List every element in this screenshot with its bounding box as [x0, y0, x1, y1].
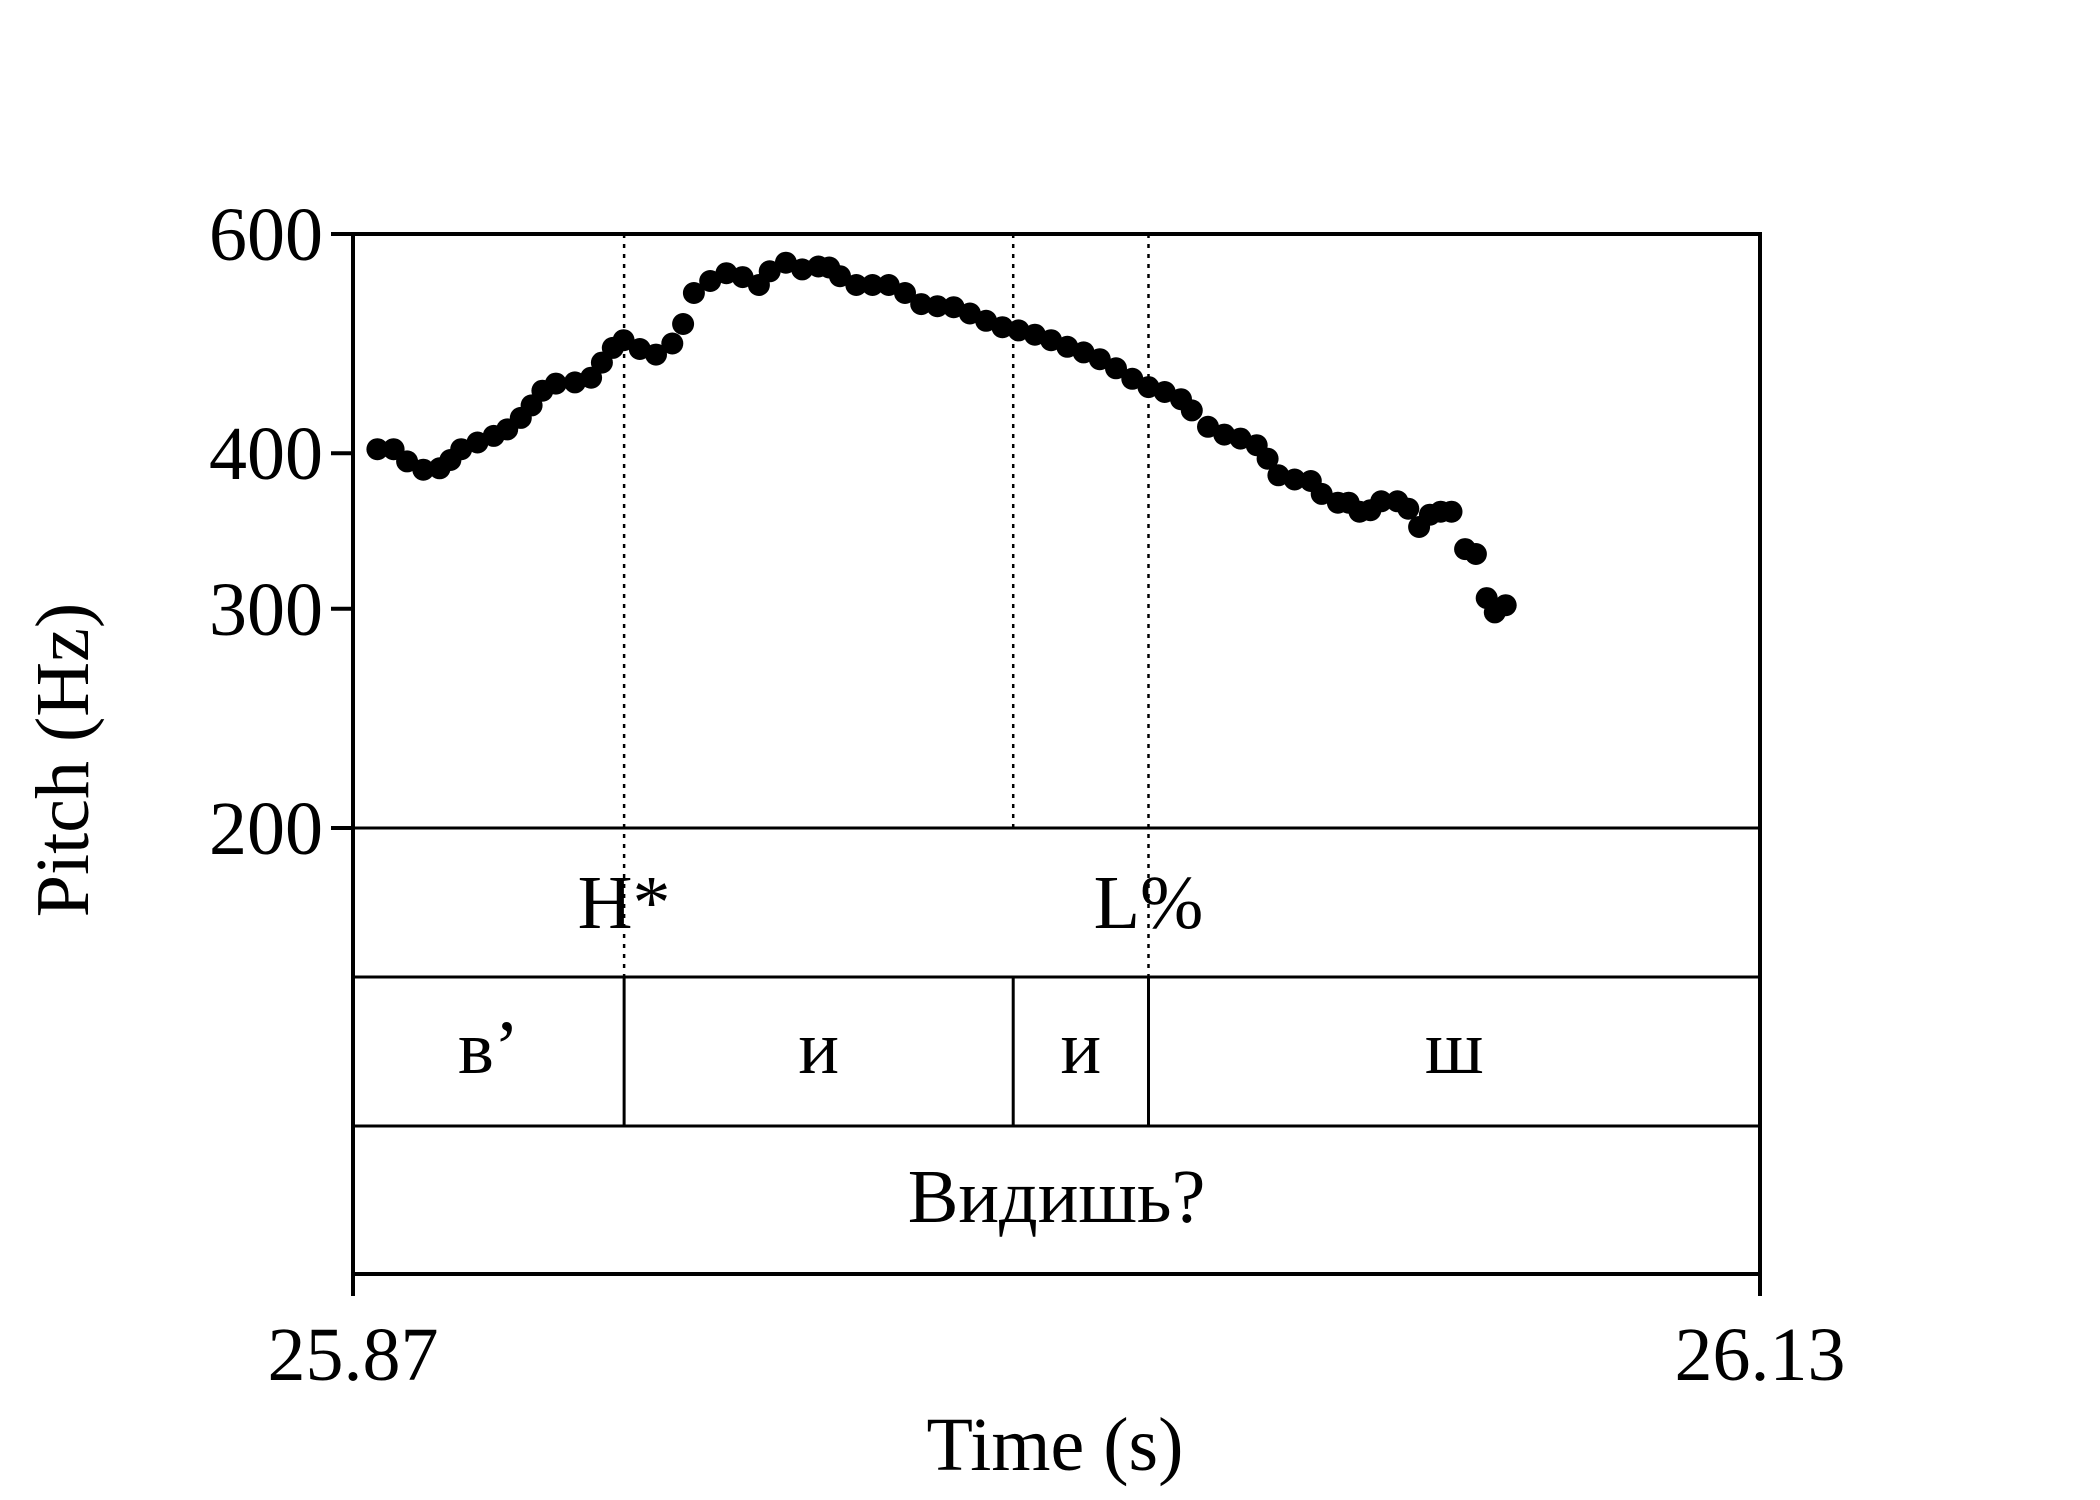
pitch-point	[861, 274, 884, 296]
pitch-point	[829, 265, 851, 288]
plot-frame	[351, 232, 1762, 1276]
pitch-point	[877, 274, 900, 296]
pitch-point	[1180, 399, 1203, 422]
pitch-point	[1494, 594, 1517, 617]
pitch-point	[845, 274, 868, 296]
pitch-point	[758, 260, 781, 283]
pitch-points	[366, 251, 1517, 624]
y-tick-label: 400	[209, 412, 323, 496]
y-tick-label: 600	[209, 193, 323, 277]
pitch-point	[731, 266, 754, 289]
segment-label: в’	[458, 1006, 519, 1090]
segment-label: ш	[1425, 1006, 1484, 1090]
plot-border	[351, 232, 1762, 1276]
pitch-point	[1310, 482, 1333, 505]
pitch-point	[1197, 415, 1219, 438]
pitch-point	[1283, 468, 1306, 491]
y-axis-title: Pitch (Hz)	[21, 603, 105, 917]
pitch-point	[1370, 490, 1393, 513]
pitch-point	[1105, 357, 1127, 380]
pitch-point	[894, 282, 916, 304]
x-axis-title: Time (s)	[927, 1403, 1184, 1487]
pitch-point	[1121, 367, 1144, 390]
pitch-point	[412, 458, 435, 481]
pitch-point	[645, 343, 667, 366]
axis-ticks: 600 400 300 200 25.87 26.13	[209, 193, 1846, 1397]
tone-label: L%	[1094, 861, 1204, 945]
tone-label: H*	[578, 861, 671, 945]
x-tick-label: 26.13	[1675, 1313, 1846, 1397]
annotation-tiers: H* L% в’ и и ш Видишь?	[353, 826, 1760, 1239]
pitch-point	[910, 293, 933, 316]
pitch-point	[1440, 500, 1463, 523]
x-tick-label: 25.87	[268, 1313, 439, 1397]
pitch-point	[612, 329, 635, 352]
pitch-point	[366, 438, 389, 461]
pitch-point	[1256, 447, 1279, 470]
pitch-point	[672, 313, 695, 335]
guide-lines	[622, 234, 1150, 977]
word-label: Видишь?	[908, 1155, 1206, 1239]
segment-label: и	[1061, 1006, 1102, 1090]
pitch-point	[682, 282, 705, 304]
y-tick-label: 200	[209, 787, 323, 871]
pitch-point	[791, 258, 814, 281]
pitch-point	[1464, 543, 1487, 565]
y-tick-label: 300	[209, 568, 323, 652]
pitch-point	[1088, 348, 1111, 371]
pitch-point	[661, 332, 684, 355]
pitch-point	[544, 372, 567, 395]
pitch-point	[396, 450, 419, 473]
segment-label: и	[798, 1006, 839, 1090]
pitch-point	[926, 295, 949, 318]
pitch-point	[1397, 497, 1420, 520]
